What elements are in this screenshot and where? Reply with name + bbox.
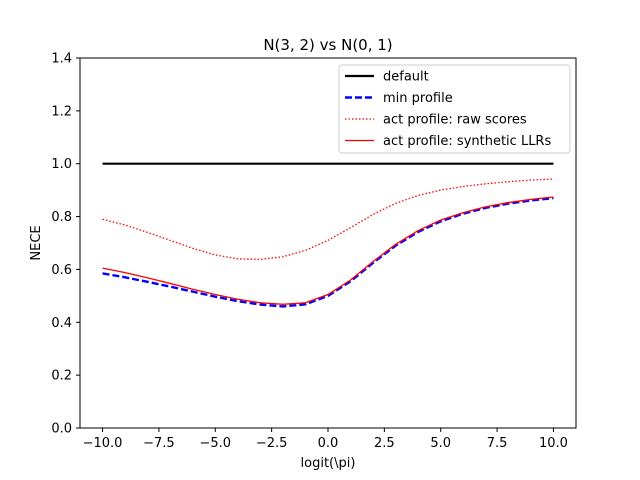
y-tick-label: 0.6: [51, 263, 72, 278]
x-tick-label: 7.5: [487, 436, 508, 451]
x-tick-label: −2.5: [256, 436, 288, 451]
x-tick-label: 2.5: [374, 436, 395, 451]
x-tick-label: −7.5: [143, 436, 175, 451]
x-tick-label: 0.0: [318, 436, 339, 451]
legend-label-0: default: [383, 70, 429, 85]
y-tick-label: 1.2: [51, 104, 72, 119]
legend-label-1: min profile: [383, 91, 453, 106]
series-line-1: [102, 196, 554, 308]
plot-frame: [79, 57, 577, 429]
legend-box: [338, 64, 571, 154]
legend: default min profile act profile: raw score…: [338, 64, 571, 154]
series-line-3: [102, 196, 554, 305]
x-axis-ticks: −10.0 −7.5 −5.0 −2.5 0.0 2.5 5.0 7.5 10.0: [83, 428, 568, 451]
x-tick-label: 10.0: [539, 436, 568, 451]
x-axis-label: logit(\pi): [301, 456, 356, 471]
x-tick-label: 5.0: [430, 436, 451, 451]
y-tick-label: 1.4: [51, 52, 72, 67]
plot-lines: [102, 162, 554, 308]
series-line-2: [102, 178, 554, 261]
y-tick-label: 0.2: [51, 369, 72, 384]
y-tick-label: 0.0: [51, 422, 72, 437]
chart-title: N(3, 2) vs N(0, 1): [263, 36, 392, 54]
y-axis-ticks: 0.0 0.2 0.4 0.6 0.8 1.0 1.2 1.4: [51, 52, 80, 437]
x-tick-label: −10.0: [83, 436, 123, 451]
y-axis-label: NECE: [29, 225, 44, 260]
x-tick-label: −5.0: [199, 436, 231, 451]
y-tick-label: 0.4: [51, 316, 72, 331]
y-tick-label: 1.0: [51, 157, 72, 172]
legend-label-3: act profile: synthetic LLRs: [383, 134, 551, 149]
legend-label-2: act profile: raw scores: [383, 113, 527, 128]
y-tick-label: 0.8: [51, 210, 72, 225]
